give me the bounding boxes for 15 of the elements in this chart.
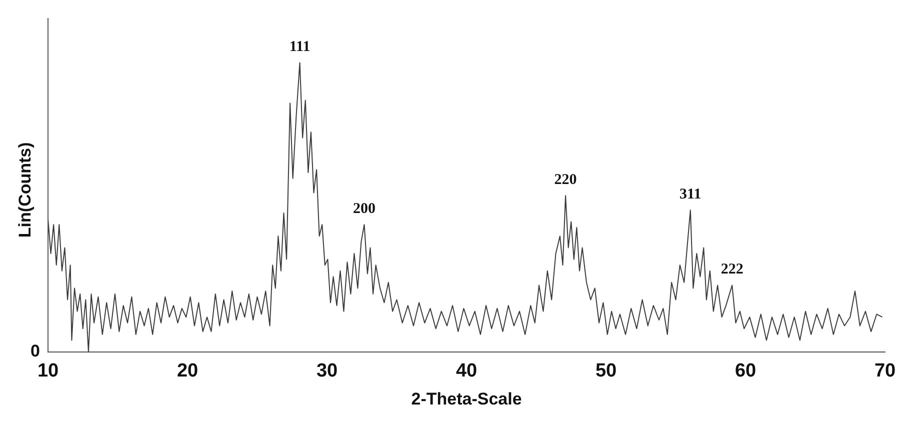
- x-axis-title: 2-Theta-Scale: [411, 389, 522, 408]
- annotation: 220: [554, 172, 577, 188]
- x-tick-label: 20: [176, 360, 198, 382]
- annotation: 200: [352, 200, 376, 217]
- x-tick-label: 60: [734, 360, 756, 382]
- text: 0: [30, 341, 40, 360]
- x-tick-label: 70: [874, 360, 896, 382]
- annotation: 222: [720, 262, 744, 278]
- y-axis-title: Lin(Counts): [16, 142, 35, 238]
- annotation: 111: [289, 39, 310, 56]
- x-tick-label: 10: [37, 360, 59, 382]
- x-tick-label: 30: [316, 360, 338, 382]
- x-tick-label: 50: [595, 360, 617, 382]
- x-tick-label: 40: [456, 360, 478, 382]
- annotation: 311: [680, 186, 702, 203]
